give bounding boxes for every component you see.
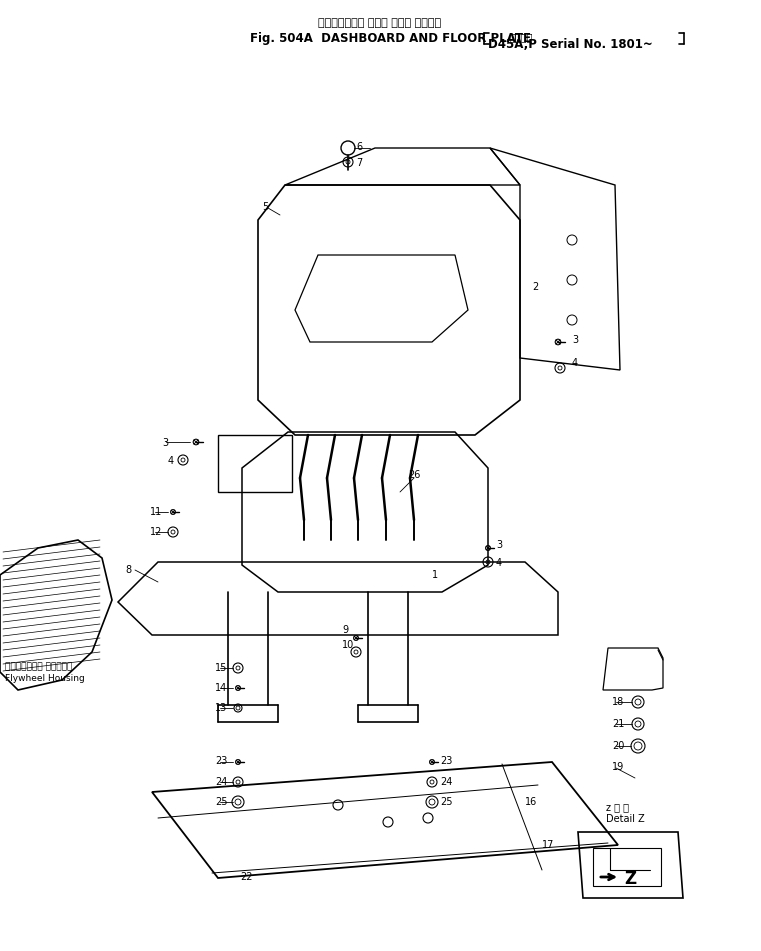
Text: z 件 図: z 件 図 (606, 802, 629, 812)
Text: 6: 6 (356, 142, 362, 152)
Text: 24: 24 (440, 777, 452, 787)
Text: Z: Z (624, 870, 636, 888)
Text: 16: 16 (525, 797, 537, 807)
Text: フライホイール ハウジング: フライホイール ハウジング (5, 662, 72, 671)
Bar (593, 848, 661, 886)
Text: 24: 24 (215, 777, 228, 787)
Text: Fig. 504A  DASHBOARD AND FLOOR PLATE: Fig. 504A DASHBOARD AND FLOOR PLATE (250, 32, 531, 45)
Text: 12: 12 (150, 527, 162, 537)
Text: 4: 4 (168, 456, 174, 466)
Text: 9: 9 (342, 625, 348, 635)
Text: 2: 2 (532, 282, 538, 292)
Text: 23: 23 (215, 756, 228, 766)
Text: D45A,P Serial No. 1801~: D45A,P Serial No. 1801~ (488, 38, 653, 51)
Text: 7: 7 (356, 158, 362, 168)
Text: 1: 1 (432, 570, 438, 580)
Text: 8: 8 (125, 565, 131, 575)
Text: 適用号機: 適用号機 (510, 32, 533, 42)
Text: 23: 23 (440, 756, 452, 766)
Text: 3: 3 (496, 540, 502, 550)
Text: 22: 22 (240, 872, 253, 882)
Text: 17: 17 (542, 840, 554, 850)
Text: 21: 21 (612, 719, 624, 729)
Text: ダッシュボード および フロア プレート: ダッシュボード および フロア プレート (318, 18, 441, 28)
Text: 19: 19 (612, 762, 624, 772)
Text: 15: 15 (215, 663, 228, 673)
Text: 25: 25 (215, 797, 228, 807)
Text: 20: 20 (612, 741, 624, 751)
Text: Flywheel Housing: Flywheel Housing (5, 674, 84, 683)
Text: 18: 18 (612, 697, 624, 707)
Text: 13: 13 (215, 703, 228, 713)
Text: 5: 5 (262, 202, 268, 212)
Text: 4: 4 (572, 358, 578, 368)
Text: 10: 10 (342, 640, 355, 650)
Text: 25: 25 (440, 797, 453, 807)
Text: 14: 14 (215, 683, 228, 693)
Text: Detail Z: Detail Z (606, 814, 645, 824)
Text: 4: 4 (496, 558, 502, 568)
Text: 3: 3 (572, 335, 578, 345)
Text: 26: 26 (408, 470, 420, 480)
Text: 3: 3 (162, 438, 168, 448)
Text: 11: 11 (150, 507, 162, 517)
